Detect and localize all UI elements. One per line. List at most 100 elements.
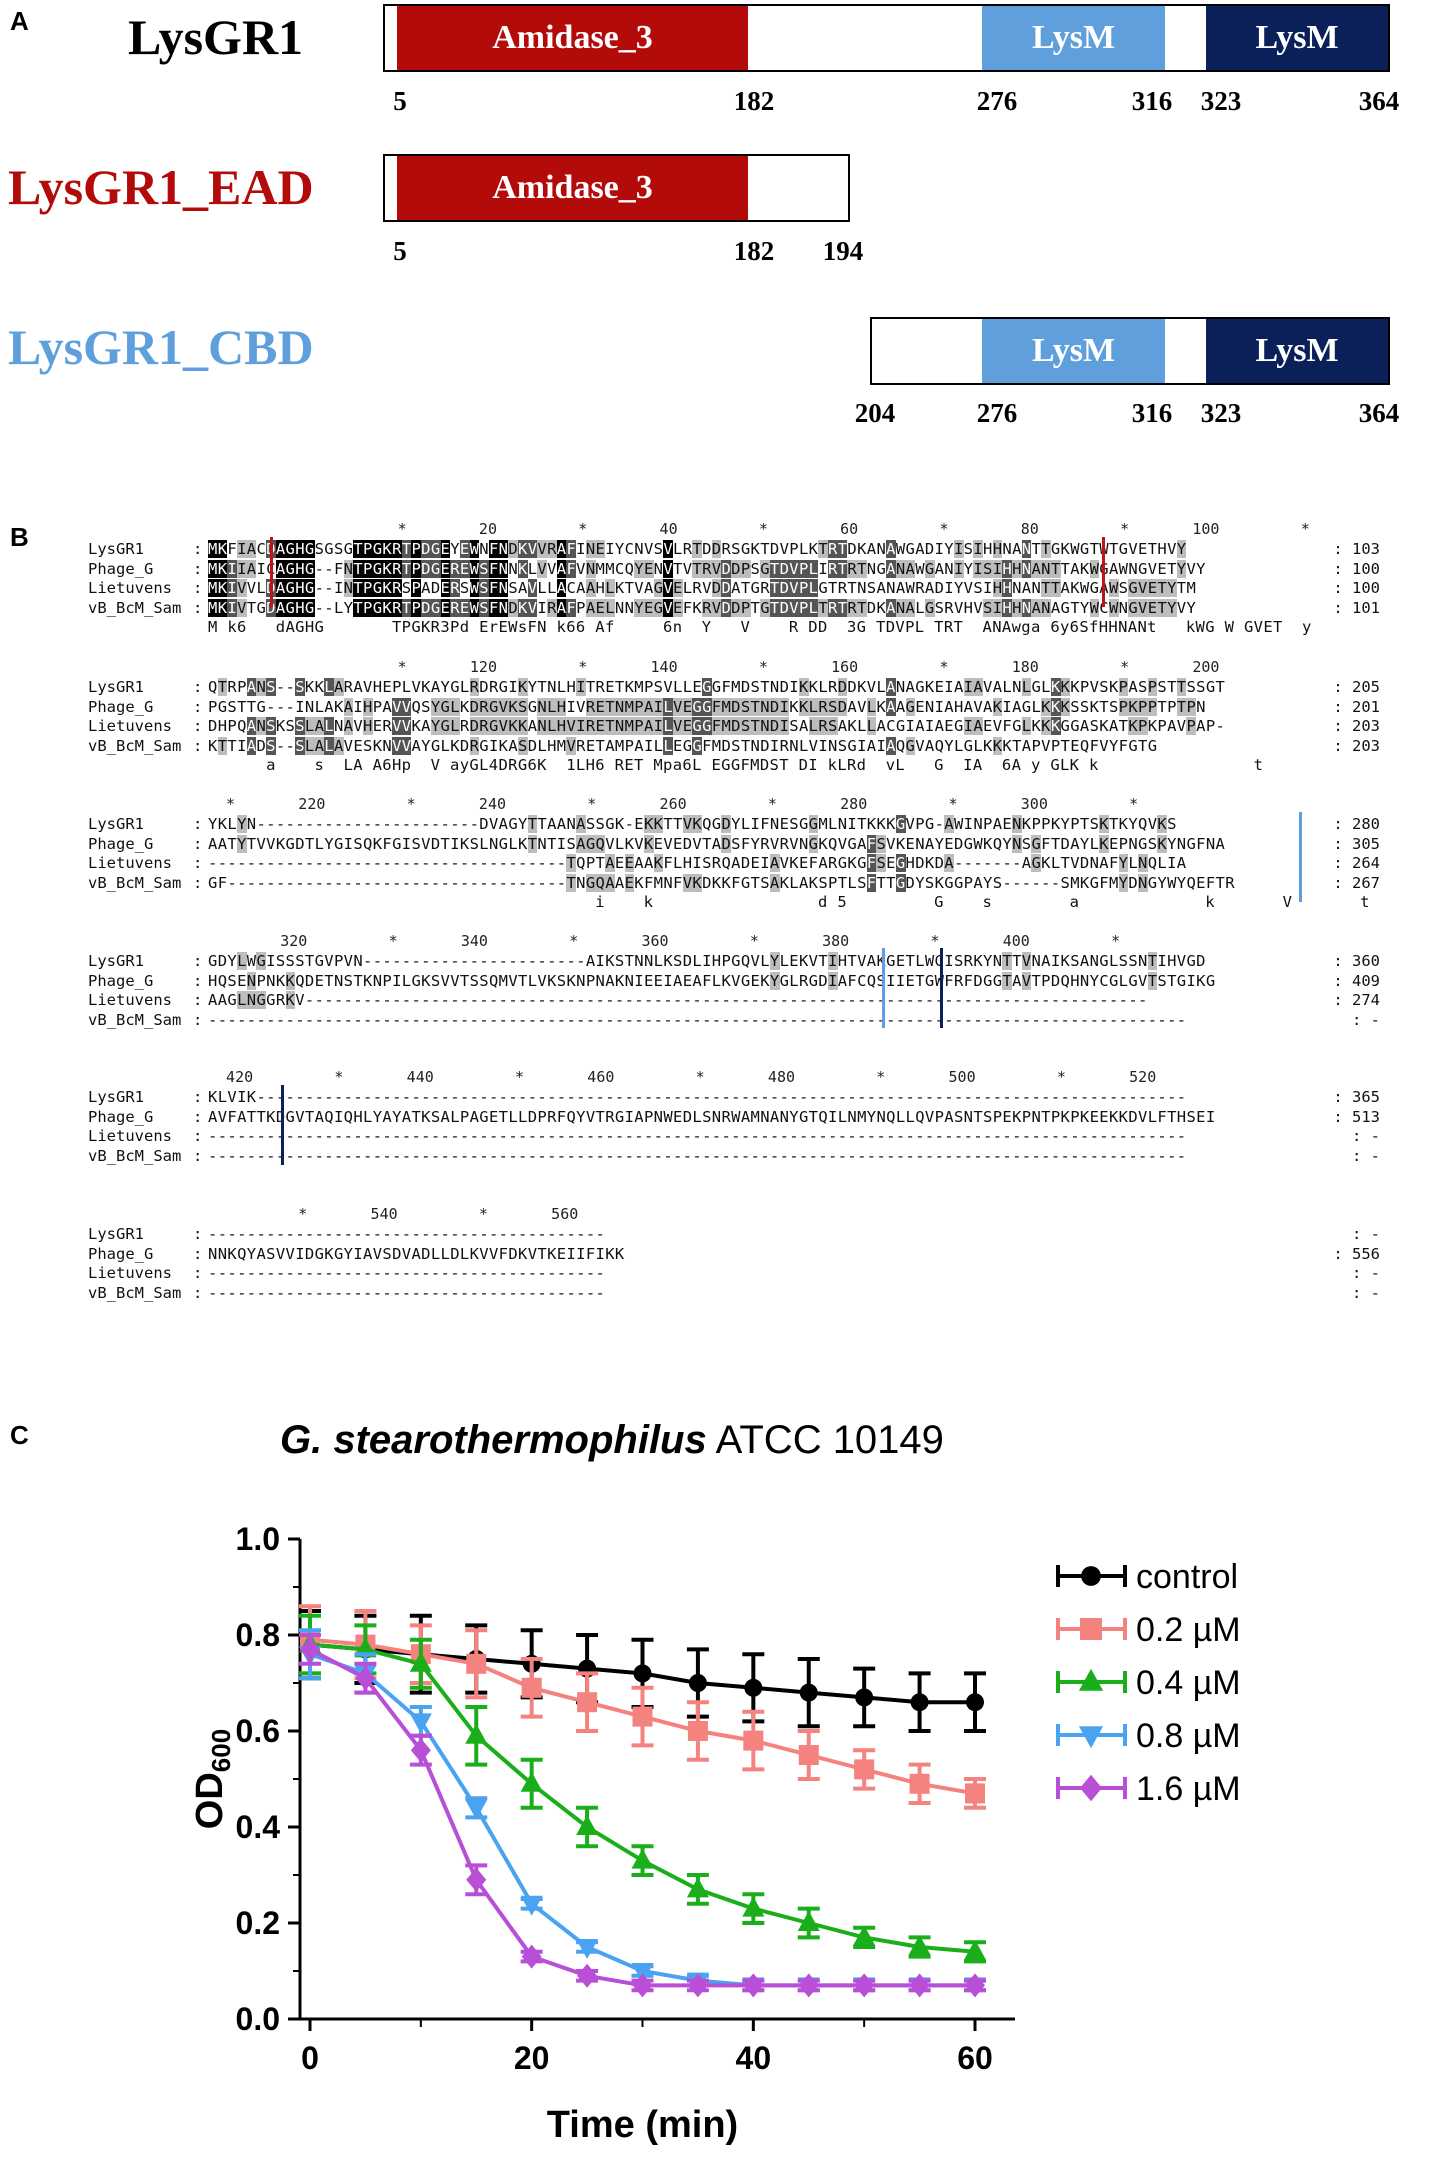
x-tick-label: 20 bbox=[514, 2040, 550, 2076]
position-label: 316 bbox=[1131, 398, 1173, 428]
legend-marker bbox=[1078, 1726, 1104, 1749]
sequence-separator: : bbox=[193, 1010, 203, 1029]
sequence-name: LysGR1 bbox=[88, 815, 144, 833]
data-point bbox=[854, 1759, 875, 1780]
legend-label: 0.2 µM bbox=[1136, 1611, 1241, 1649]
sequence-name: LysGR1 bbox=[88, 1088, 144, 1106]
sequence-residues: ----------------------------------------… bbox=[208, 1146, 1187, 1165]
domain-lysm-1: LysM bbox=[982, 6, 1165, 70]
sequence-separator: : bbox=[193, 540, 203, 558]
position-label: 276 bbox=[976, 398, 1018, 428]
sequence-separator: : bbox=[193, 1264, 203, 1282]
sequence-end-position: : - bbox=[1352, 1127, 1380, 1145]
construct-name-lysgr1-ead: LysGR1_EAD bbox=[8, 159, 314, 215]
sequence-separator: : bbox=[193, 971, 203, 990]
data-point bbox=[633, 1664, 652, 1683]
data-point bbox=[908, 1935, 931, 1955]
data-point bbox=[410, 1738, 431, 1763]
data-point bbox=[909, 1973, 930, 1998]
position-label: 204 bbox=[854, 398, 896, 428]
sequence-residues: NNKQYASVVIDGKGYIAVSDVADLLDLKVVFDKVTKEIIF… bbox=[208, 1244, 625, 1263]
data-point bbox=[799, 1683, 818, 1702]
sequence-separator: : bbox=[193, 717, 203, 735]
construct-name-lysgr1: LysGR1 bbox=[128, 9, 304, 65]
data-point bbox=[910, 1693, 929, 1712]
data-point bbox=[686, 1877, 709, 1898]
legend-marker bbox=[1078, 1668, 1104, 1691]
consensus-line: M k6 dAGHG TPGKR3Pd ErEWsFN k66 Af 6n Y … bbox=[208, 618, 1312, 636]
sequence-name: Phage_G bbox=[88, 1107, 154, 1126]
sequence-residues: DHPQANSKSSLALNAVHERVVKAYGLRDRGVKKANLHVIR… bbox=[208, 717, 1226, 735]
sequence-end-position: : 280 bbox=[1333, 815, 1380, 833]
legend-label: 0.8 µM bbox=[1136, 1717, 1241, 1755]
sequence-separator: : bbox=[193, 678, 203, 696]
data-point bbox=[854, 1973, 875, 1998]
sequence-name: vB_BcM_Sam bbox=[88, 1283, 182, 1302]
sequence-name: LysGR1 bbox=[88, 540, 144, 558]
sequence-end-position: : 264 bbox=[1333, 854, 1380, 872]
sequence-separator: : bbox=[193, 952, 203, 970]
sequence-separator: : bbox=[193, 815, 203, 833]
sequence-residues: MKIVVLDAGHG--INTPGKRSPADERSWSFNSAVLLACAA… bbox=[208, 579, 1197, 597]
construct-bar-lysgr1: Amidase_3 LysM LysM bbox=[383, 4, 1390, 72]
data-point bbox=[465, 1723, 488, 1744]
sequence-end-position: : - bbox=[1352, 1225, 1380, 1243]
sequence-residues: ----------------------------------------… bbox=[208, 1010, 1187, 1029]
sequence-residues: HQSENPNKKQDETNSTKNPILGKSVVTSSQMVTLVKSKNP… bbox=[208, 971, 1216, 990]
sequence-separator: : bbox=[193, 736, 203, 755]
sequence-separator: : bbox=[193, 1088, 203, 1106]
x-tick-label: 40 bbox=[736, 2040, 772, 2076]
sequence-end-position: : 103 bbox=[1333, 540, 1380, 558]
domain-amidase3: Amidase_3 bbox=[397, 6, 748, 70]
sequence-end-position: : 274 bbox=[1333, 991, 1380, 1009]
alignment-ruler: 320 * 340 * 360 * 380 * 400 * bbox=[208, 932, 1121, 950]
sequence-separator: : bbox=[193, 873, 203, 892]
consensus-line: a s LA A6Hp V ayGL4DRG6K 1LH6 RET Mpa6L … bbox=[208, 756, 1264, 774]
sequence-residues: ----------------------------------------… bbox=[208, 1127, 1187, 1145]
sequence-name: vB_BcM_Sam bbox=[88, 1010, 182, 1029]
boundary-marker bbox=[1102, 537, 1105, 607]
data-point bbox=[355, 1666, 376, 1691]
data-point bbox=[521, 1677, 542, 1698]
domain-lysm-1: LysM bbox=[982, 319, 1165, 383]
sequence-name: Lietuvens bbox=[88, 1127, 172, 1145]
sequence-separator: : bbox=[193, 559, 203, 578]
sequence-residues: GF-----------------------------------TNG… bbox=[208, 873, 1235, 892]
y-tick-label: 1.0 bbox=[236, 1521, 280, 1557]
sequence-residues: ----------------------------------------… bbox=[208, 1264, 606, 1282]
y-tick-label: 0.0 bbox=[236, 2001, 280, 2037]
sequence-separator: : bbox=[193, 1283, 203, 1302]
data-point bbox=[409, 1651, 432, 1672]
sequence-end-position: : 556 bbox=[1333, 1244, 1380, 1263]
sequence-separator: : bbox=[193, 1107, 203, 1126]
sequence-residues: YKLYN-----------------------DVAGYTTAANAS… bbox=[208, 815, 1177, 833]
data-point bbox=[966, 1693, 984, 1712]
sequence-end-position: : 100 bbox=[1333, 579, 1380, 597]
position-label: 323 bbox=[1200, 398, 1242, 428]
domain-amidase3: Amidase_3 bbox=[397, 156, 748, 220]
sequence-separator: : bbox=[193, 991, 203, 1009]
sequence-end-position: : 305 bbox=[1333, 834, 1380, 853]
domain-lysm-2: LysM bbox=[1206, 319, 1388, 383]
sequence-residues: ----------------------------------------… bbox=[208, 1283, 606, 1302]
data-point bbox=[797, 1911, 820, 1931]
y-tick-label: 0.6 bbox=[236, 1713, 280, 1749]
sequence-residues: KLVIK-- ---------------------------------… bbox=[208, 1088, 1187, 1106]
position-label: 323 bbox=[1200, 86, 1242, 116]
construct-bar-lysgr1-ead: Amidase_3 bbox=[383, 154, 850, 222]
data-point bbox=[466, 1653, 487, 1674]
boundary-marker bbox=[270, 537, 273, 607]
sequence-residues: AAGLNGGRKV------------------------------… bbox=[208, 991, 1148, 1009]
sequence-residues: ----------------------------------------… bbox=[208, 1225, 606, 1243]
sequence-name: Phage_G bbox=[88, 971, 154, 990]
legend-marker bbox=[1081, 1566, 1101, 1586]
y-tick-label: 0.4 bbox=[236, 1809, 281, 1845]
sequence-name: vB_BcM_Sam bbox=[88, 873, 182, 892]
position-label: 364 bbox=[1358, 398, 1400, 428]
data-point bbox=[798, 1745, 819, 1765]
alignment-ruler: * 120 * 140 * 160 * 180 * 200 bbox=[208, 658, 1220, 676]
lysis-chart: 0.0 0.2 0.4 0.6 0.8 1.0 0 20 40 60 Time (min) OD600… bbox=[189, 1521, 1241, 2146]
sequence-separator: : bbox=[193, 854, 203, 872]
data-point bbox=[964, 1939, 986, 1960]
alignment-ruler: * 540 * 560 bbox=[208, 1205, 579, 1223]
